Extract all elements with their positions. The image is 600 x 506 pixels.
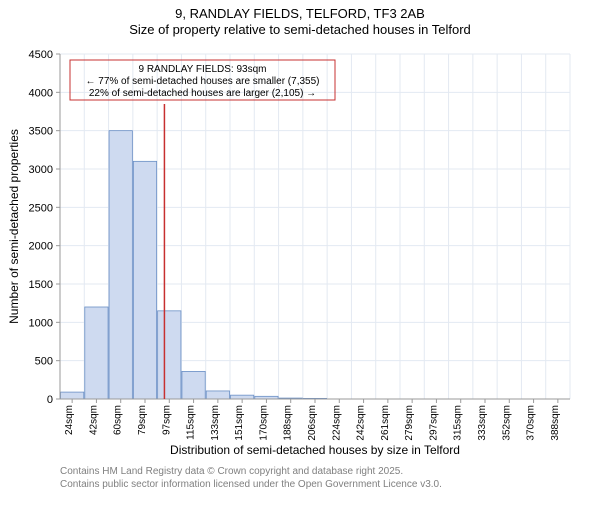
xtick-label: 333sqm — [477, 405, 488, 441]
xtick-label: 352sqm — [501, 405, 512, 441]
annotation-line1: 9 RANDLAY FIELDS: 93sqm — [138, 64, 266, 75]
xtick-label: 24sqm — [64, 405, 75, 435]
xtick-label: 261sqm — [380, 405, 391, 441]
ytick-label: 4000 — [29, 87, 53, 99]
xtick-label: 315sqm — [453, 405, 464, 441]
xtick-label: 370sqm — [526, 405, 537, 441]
ytick-label: 2500 — [29, 202, 53, 214]
annotation-line2: ← 77% of semi-detached houses are smalle… — [85, 76, 319, 87]
attribution-line2: Contains public sector information licen… — [60, 479, 442, 492]
histogram-bar — [231, 395, 254, 399]
xtick-label: 97sqm — [161, 405, 172, 435]
xtick-label: 42sqm — [88, 405, 99, 435]
attribution-line1: Contains HM Land Registry data © Crown c… — [60, 466, 442, 479]
histogram-bar — [182, 371, 205, 399]
xtick-label: 115sqm — [186, 405, 197, 440]
ytick-label: 4500 — [29, 49, 53, 61]
xtick-label: 242sqm — [356, 405, 367, 441]
xtick-label: 388sqm — [550, 405, 561, 441]
xtick-label: 151sqm — [234, 405, 245, 441]
xtick-label: 133sqm — [210, 405, 221, 441]
title-sub: Size of property relative to semi-detach… — [0, 22, 600, 37]
xtick-label: 206sqm — [307, 405, 318, 441]
ytick-label: 0 — [47, 394, 53, 406]
attribution: Contains HM Land Registry data © Crown c… — [60, 466, 442, 491]
ytick-label: 3500 — [29, 126, 53, 138]
histogram-chart: 0 500 1000 1500 2000 2500 3000 3500 4000 4500 24sq… — [0, 44, 600, 464]
histogram-bar — [61, 392, 84, 399]
xtick-label: 170sqm — [258, 405, 269, 441]
ytick-label: 1500 — [29, 279, 53, 291]
histogram-bar — [206, 391, 229, 399]
x-axis-label: Distribution of semi-detached houses by … — [170, 443, 460, 457]
y-axis-label: Number of semi-detached properties — [7, 129, 21, 324]
histogram-bar — [158, 311, 181, 399]
xtick-label: 224sqm — [331, 405, 342, 441]
histogram-bar — [85, 307, 108, 399]
xtick-label: 79sqm — [137, 405, 148, 435]
chart-svg: 0 500 1000 1500 2000 2500 3000 3500 4000 4500 24sq… — [0, 44, 600, 464]
ytick-label: 2000 — [29, 241, 53, 253]
xtick-label: 297sqm — [428, 405, 439, 441]
ytick-label: 1000 — [29, 317, 53, 329]
title-main: 9, RANDLAY FIELDS, TELFORD, TF3 2AB — [0, 6, 600, 21]
ytick-label: 500 — [35, 356, 53, 368]
ytick-label: 3000 — [29, 164, 53, 176]
xtick-label: 279sqm — [404, 405, 415, 441]
xtick-label: 60sqm — [113, 405, 124, 435]
annotation-line3: 22% of semi-detached houses are larger (… — [89, 88, 316, 99]
histogram-bar — [109, 131, 132, 399]
xtick-label: 188sqm — [283, 405, 294, 441]
histogram-bar — [133, 161, 156, 399]
